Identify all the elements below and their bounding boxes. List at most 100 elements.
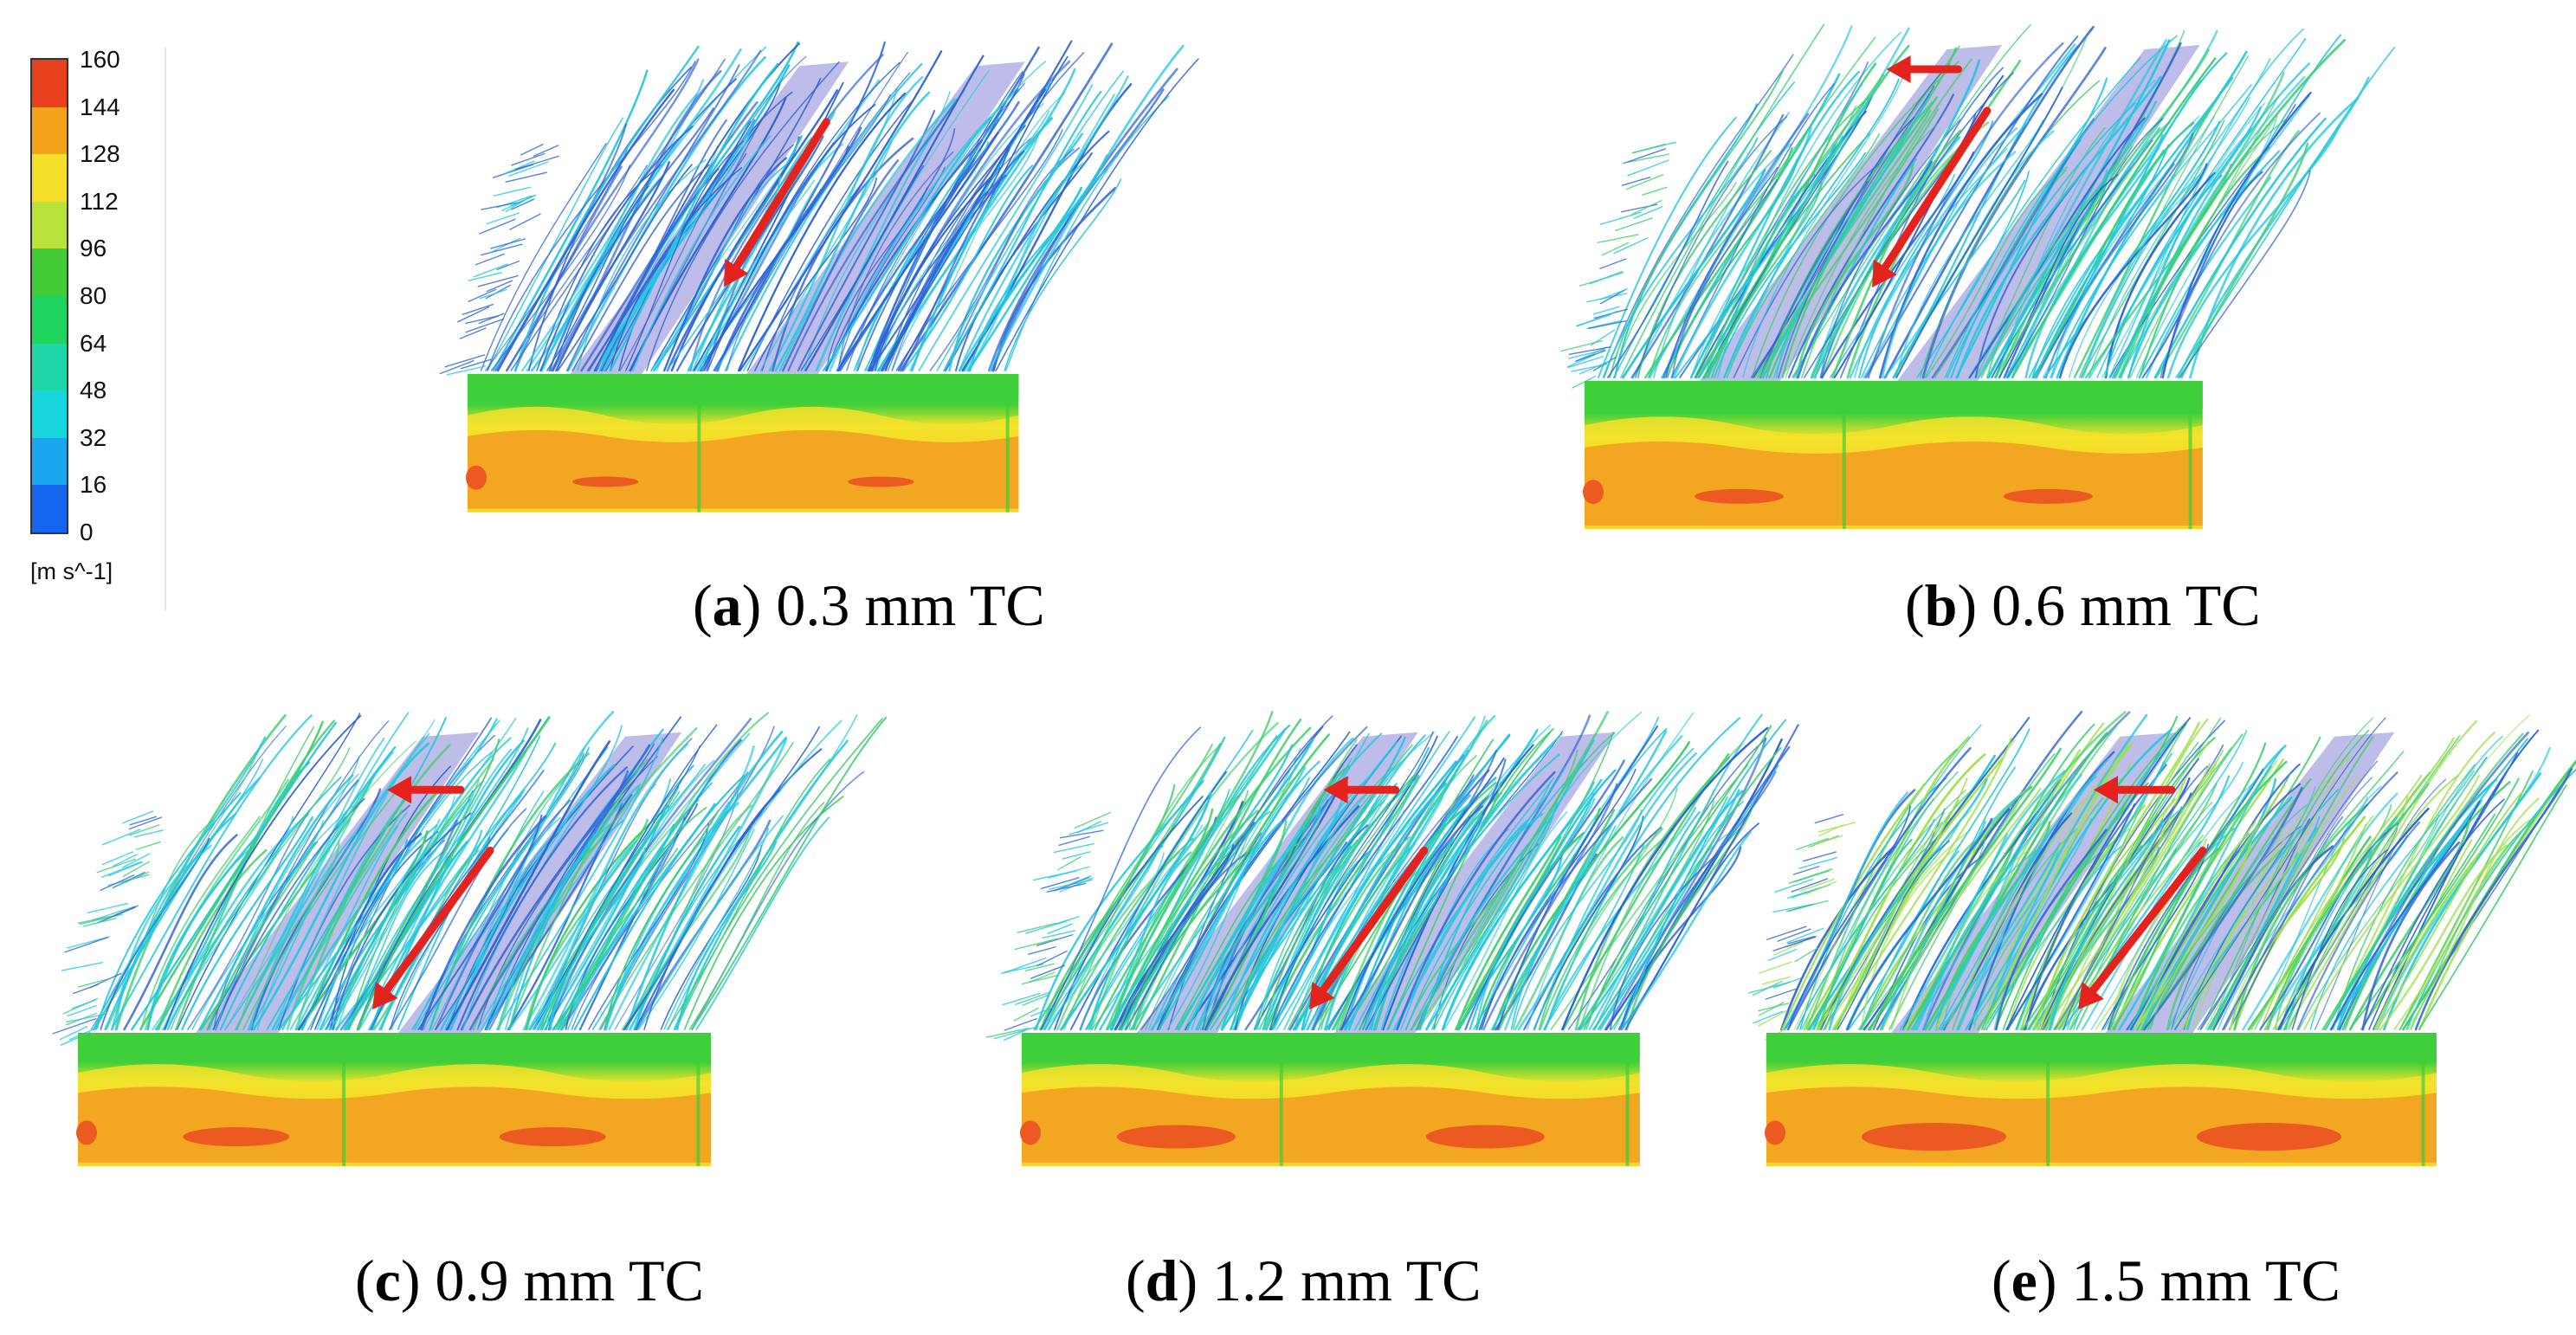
streamline <box>667 758 831 1030</box>
streamline <box>1425 739 1595 1031</box>
streamline <box>2332 714 2530 1030</box>
streamline <box>774 91 931 372</box>
streamline <box>1860 728 2030 1030</box>
streamlines <box>1560 23 2395 389</box>
streamline <box>2199 729 2370 1030</box>
flow-arrows <box>724 118 830 287</box>
streamline <box>2147 736 2321 1030</box>
streamline <box>2205 775 2338 1030</box>
streamline <box>1256 839 1359 1030</box>
streamline <box>1722 27 1910 379</box>
streamline <box>2006 118 2164 378</box>
streamline <box>1014 938 1058 951</box>
streamline <box>459 327 487 339</box>
streamline <box>511 152 546 166</box>
contour-red-core <box>466 465 487 490</box>
streamline <box>2373 852 2481 1031</box>
streamline <box>1765 101 1934 379</box>
streamline <box>1924 56 2141 378</box>
streamline <box>2043 763 2211 1031</box>
streamline <box>2084 163 2232 379</box>
streamline <box>508 161 549 177</box>
streamline <box>1271 746 1430 1030</box>
streamline <box>64 936 109 953</box>
streamline <box>83 917 117 927</box>
streamline <box>1792 866 1820 875</box>
streamline <box>2050 805 2185 1031</box>
streamline <box>2279 828 2398 1030</box>
streamline <box>1005 95 1170 371</box>
streamline <box>1574 756 1731 1031</box>
streamline <box>1442 778 1603 1031</box>
streamline <box>1965 728 2172 1031</box>
legend-color-band <box>32 248 67 297</box>
streamline <box>2379 844 2508 1031</box>
streamline <box>1229 786 1375 1030</box>
streamline <box>1269 731 1434 1030</box>
streamline <box>2323 732 2495 1031</box>
streamline <box>2210 717 2373 1030</box>
streamline <box>2005 717 2191 1030</box>
streamline <box>1114 844 1235 1030</box>
streamline <box>1469 792 1595 1031</box>
streamline <box>2127 62 2310 379</box>
streamline <box>1694 110 1867 378</box>
streamline <box>289 825 399 1030</box>
streamline <box>1022 994 1049 1006</box>
streamlines <box>1747 711 2576 1042</box>
streamline <box>695 816 830 1030</box>
legend-color-band <box>32 201 67 249</box>
streamline <box>1030 964 1066 979</box>
streamline <box>761 178 866 371</box>
streamline <box>1058 835 1091 847</box>
streamline <box>724 62 923 372</box>
streamline <box>2139 146 2271 379</box>
streamline <box>1258 784 1397 1030</box>
legend-color-band <box>32 154 67 203</box>
streamline <box>637 829 755 1030</box>
streamline <box>2405 768 2576 1030</box>
streamline <box>703 104 876 371</box>
streamline <box>2129 95 2279 378</box>
legend-tick-label: 112 <box>80 187 119 215</box>
flow-arrows <box>1872 55 1992 287</box>
streamline <box>1921 47 2107 379</box>
streamline <box>1621 822 1759 1030</box>
caption-d-letter: d <box>1145 1248 1178 1313</box>
caption-d: (d) 1.2 mm TC <box>1126 1248 1482 1313</box>
streamline <box>328 798 471 1031</box>
streamline <box>1647 36 1876 378</box>
streamline <box>166 777 342 1030</box>
streamline <box>1496 725 1659 1031</box>
streamline <box>2393 818 2532 1030</box>
streamline <box>66 1013 106 1023</box>
streamline <box>388 808 527 1030</box>
streamline <box>943 90 1102 372</box>
streamline <box>1079 825 1209 1030</box>
legend-color-band <box>32 343 67 391</box>
tip-flow-arrow-head <box>1323 776 1348 804</box>
streamline <box>804 55 985 372</box>
streamline <box>2211 751 2405 1030</box>
streamline <box>1047 923 1073 934</box>
streamline <box>1781 47 1957 379</box>
caption-c-label: 0.9 mm TC <box>435 1248 704 1313</box>
streamline <box>1813 835 1843 846</box>
caption-e-label: 1.5 mm TC <box>2071 1248 2340 1313</box>
streamline <box>1400 828 1509 1030</box>
streamline <box>1060 791 1212 1031</box>
streamline <box>2111 174 2223 379</box>
caption-b-label: 0.6 mm TC <box>1992 572 2261 638</box>
streamline <box>1035 780 1204 1031</box>
streamline <box>2134 839 2252 1031</box>
streamline <box>1802 851 1837 862</box>
streamline <box>2032 121 2195 379</box>
streamline <box>2418 784 2567 1030</box>
leakage-flow-arrow-head <box>1872 259 1897 287</box>
streamline <box>481 201 521 210</box>
streamline <box>1787 94 1954 379</box>
streamline <box>2291 848 2389 1030</box>
streamline <box>1830 173 1955 378</box>
streamline <box>123 834 238 1031</box>
streamline <box>1792 24 2031 378</box>
